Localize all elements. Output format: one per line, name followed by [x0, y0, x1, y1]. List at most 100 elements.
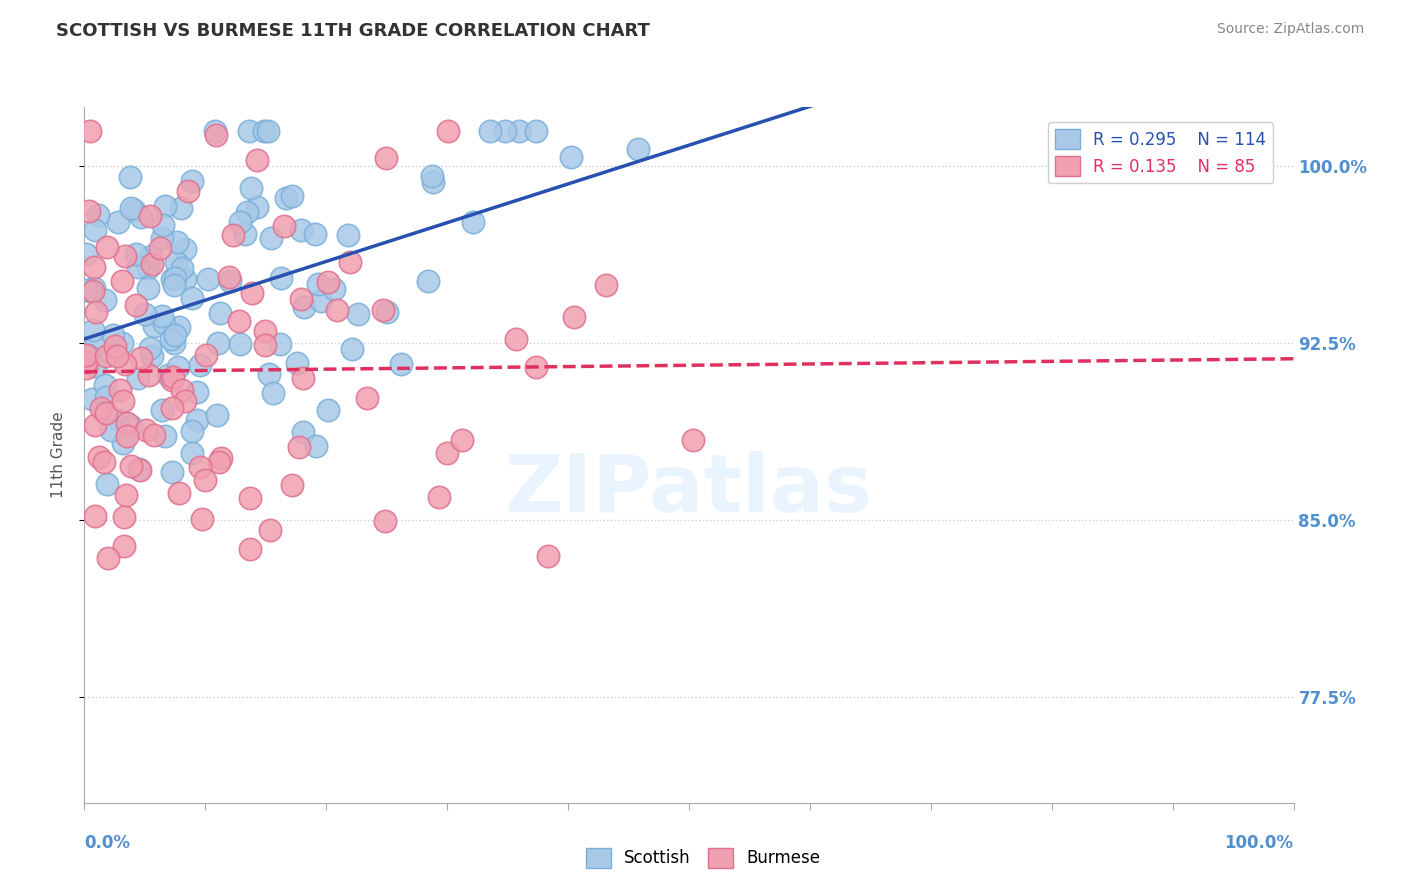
Point: [524, 123, 547, 137]
Point: [163, 271, 186, 285]
Point: [112, 435, 135, 450]
Point: [112, 539, 135, 553]
Point: [83, 509, 105, 524]
Point: [160, 401, 183, 415]
Point: [77, 348, 100, 362]
Point: [163, 277, 186, 292]
Point: [236, 204, 259, 219]
Point: [129, 210, 152, 224]
Point: [288, 440, 311, 454]
Point: [173, 394, 195, 409]
Point: [112, 510, 135, 524]
Point: [139, 210, 162, 224]
Point: [141, 349, 163, 363]
Point: [155, 199, 177, 213]
Point: [138, 281, 160, 295]
Text: SCOTTISH VS BURMESE 11TH GRADE CORRELATION CHART: SCOTTISH VS BURMESE 11TH GRADE CORRELATI…: [56, 22, 650, 40]
Point: [166, 235, 188, 249]
Point: [103, 327, 125, 342]
Point: [209, 306, 232, 320]
Point: [87, 208, 110, 222]
Point: [84, 417, 107, 432]
Point: [82, 323, 104, 337]
Point: [105, 349, 128, 363]
Point: [89, 450, 111, 465]
Point: [207, 336, 229, 351]
Point: [240, 181, 263, 195]
Point: [150, 403, 173, 417]
Point: [325, 302, 347, 317]
Point: [219, 273, 242, 287]
Point: [142, 428, 165, 442]
Point: [111, 336, 134, 351]
Point: [204, 128, 226, 143]
Point: [127, 260, 149, 274]
Point: [479, 123, 502, 137]
Point: [94, 293, 117, 308]
Point: [374, 151, 396, 165]
Point: [437, 123, 460, 137]
Point: [125, 298, 148, 312]
Point: [246, 153, 269, 167]
Point: [160, 465, 183, 479]
Point: [451, 433, 474, 447]
Point: [149, 241, 172, 255]
Point: [97, 550, 120, 565]
Point: [416, 274, 439, 288]
Point: [141, 249, 163, 263]
Point: [163, 328, 186, 343]
Point: [291, 371, 314, 385]
Point: [94, 406, 117, 420]
Point: [82, 392, 104, 406]
Point: [75, 348, 97, 362]
Point: [257, 367, 280, 381]
Point: [260, 231, 283, 245]
Point: [83, 223, 105, 237]
Point: [94, 390, 117, 404]
Point: [181, 425, 204, 439]
Point: [129, 351, 152, 365]
Point: [191, 511, 214, 525]
Point: [152, 218, 174, 232]
Point: [238, 123, 260, 137]
Point: [180, 174, 202, 188]
Point: [337, 227, 360, 242]
Point: [316, 403, 339, 417]
Point: [233, 227, 256, 242]
Point: [174, 271, 197, 285]
Point: [114, 358, 136, 372]
Point: [246, 200, 269, 214]
Point: [180, 446, 202, 460]
Point: [197, 272, 219, 286]
Legend: R = 0.295    N = 114, R = 0.135    N = 85: R = 0.295 N = 114, R = 0.135 N = 85: [1049, 122, 1272, 183]
Point: [627, 142, 650, 156]
Point: [323, 283, 346, 297]
Point: [292, 300, 315, 314]
Point: [239, 491, 262, 505]
Point: [134, 307, 156, 321]
Point: [120, 458, 142, 473]
Point: [83, 260, 105, 274]
Point: [562, 310, 585, 324]
Point: [135, 423, 157, 437]
Point: [180, 291, 202, 305]
Point: [79, 284, 101, 298]
Point: [107, 215, 129, 229]
Point: [304, 227, 326, 242]
Point: [128, 462, 150, 476]
Point: [79, 123, 101, 137]
Point: [120, 201, 142, 215]
Point: [94, 349, 117, 363]
Point: [281, 189, 304, 203]
Point: [256, 123, 278, 137]
Point: [162, 336, 184, 351]
Point: [136, 261, 159, 276]
Point: [75, 283, 97, 297]
Point: [77, 203, 100, 218]
Point: [304, 439, 326, 453]
Point: [153, 429, 176, 443]
Point: [259, 523, 281, 537]
Point: [157, 368, 180, 382]
Point: [494, 123, 516, 137]
Point: [262, 385, 284, 400]
